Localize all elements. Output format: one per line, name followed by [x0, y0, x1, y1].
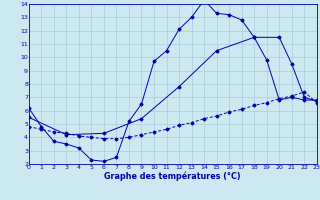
- X-axis label: Graphe des températures (°C): Graphe des températures (°C): [105, 172, 241, 181]
